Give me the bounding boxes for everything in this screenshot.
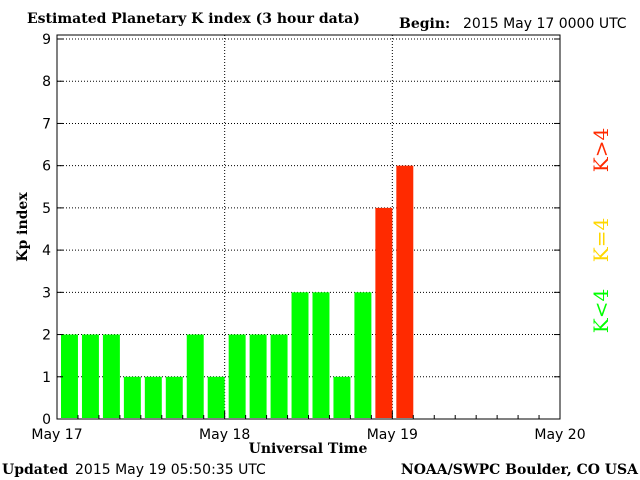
y-tick-label: 7 <box>42 116 51 132</box>
chart-title: Estimated Planetary K index (3 hour data… <box>27 11 360 27</box>
kp-bar <box>186 334 204 418</box>
y-tick-label: 8 <box>42 74 51 90</box>
y-tick-label: 9 <box>42 32 51 48</box>
kp-bar <box>291 292 309 418</box>
kp-bar <box>333 376 351 418</box>
y-tick-label: 5 <box>42 201 51 217</box>
y-axis-label: Kp index <box>15 192 31 262</box>
kp-bar <box>165 376 183 418</box>
kp-bar <box>61 334 78 418</box>
kp-bar <box>81 334 99 418</box>
kp-bar <box>207 376 225 418</box>
x-tick-label: May 19 <box>367 427 418 443</box>
kp-bar <box>312 292 330 418</box>
y-tick-label: 2 <box>42 328 51 344</box>
updated-label: Updated <box>2 462 68 478</box>
kp-bar <box>102 334 120 418</box>
x-axis-ticks: May 17 May 18 May 19 May 20 <box>31 411 586 443</box>
begin-value: 2015 May 17 0000 UTC <box>463 16 627 32</box>
source-credit: NOAA/SWPC Boulder, CO USA <box>401 462 639 478</box>
legend-item: K=4 <box>589 218 613 262</box>
kp-bar <box>396 165 414 418</box>
bars-group <box>61 165 414 418</box>
y-tick-label: 0 <box>42 412 51 428</box>
x-tick-label: May 18 <box>199 427 250 443</box>
y-tick-label: 1 <box>42 370 51 386</box>
kp-bar <box>123 376 141 418</box>
kp-bar <box>270 334 288 418</box>
y-tick-label: 3 <box>42 285 51 301</box>
kp-bar <box>144 376 162 418</box>
y-tick-label: 6 <box>42 159 51 175</box>
kp-bar <box>375 207 393 418</box>
y-axis-ticks: 0 1 2 3 4 5 6 7 8 9 <box>42 32 560 428</box>
x-tick-label: May 17 <box>31 427 82 443</box>
legend: K<4 K=4 K>4 <box>589 128 613 333</box>
kp-bar <box>354 292 372 418</box>
legend-item: K<4 <box>589 289 613 333</box>
x-tick-label: May 20 <box>534 427 585 443</box>
kp-bar <box>249 334 267 418</box>
updated-value: 2015 May 19 05:50:35 UTC <box>75 462 266 478</box>
x-axis-label: Universal Time <box>249 441 368 457</box>
legend-item: K>4 <box>589 128 613 172</box>
kp-bar <box>228 334 246 418</box>
y-tick-label: 4 <box>42 243 51 259</box>
begin-label: Begin: <box>399 16 450 32</box>
